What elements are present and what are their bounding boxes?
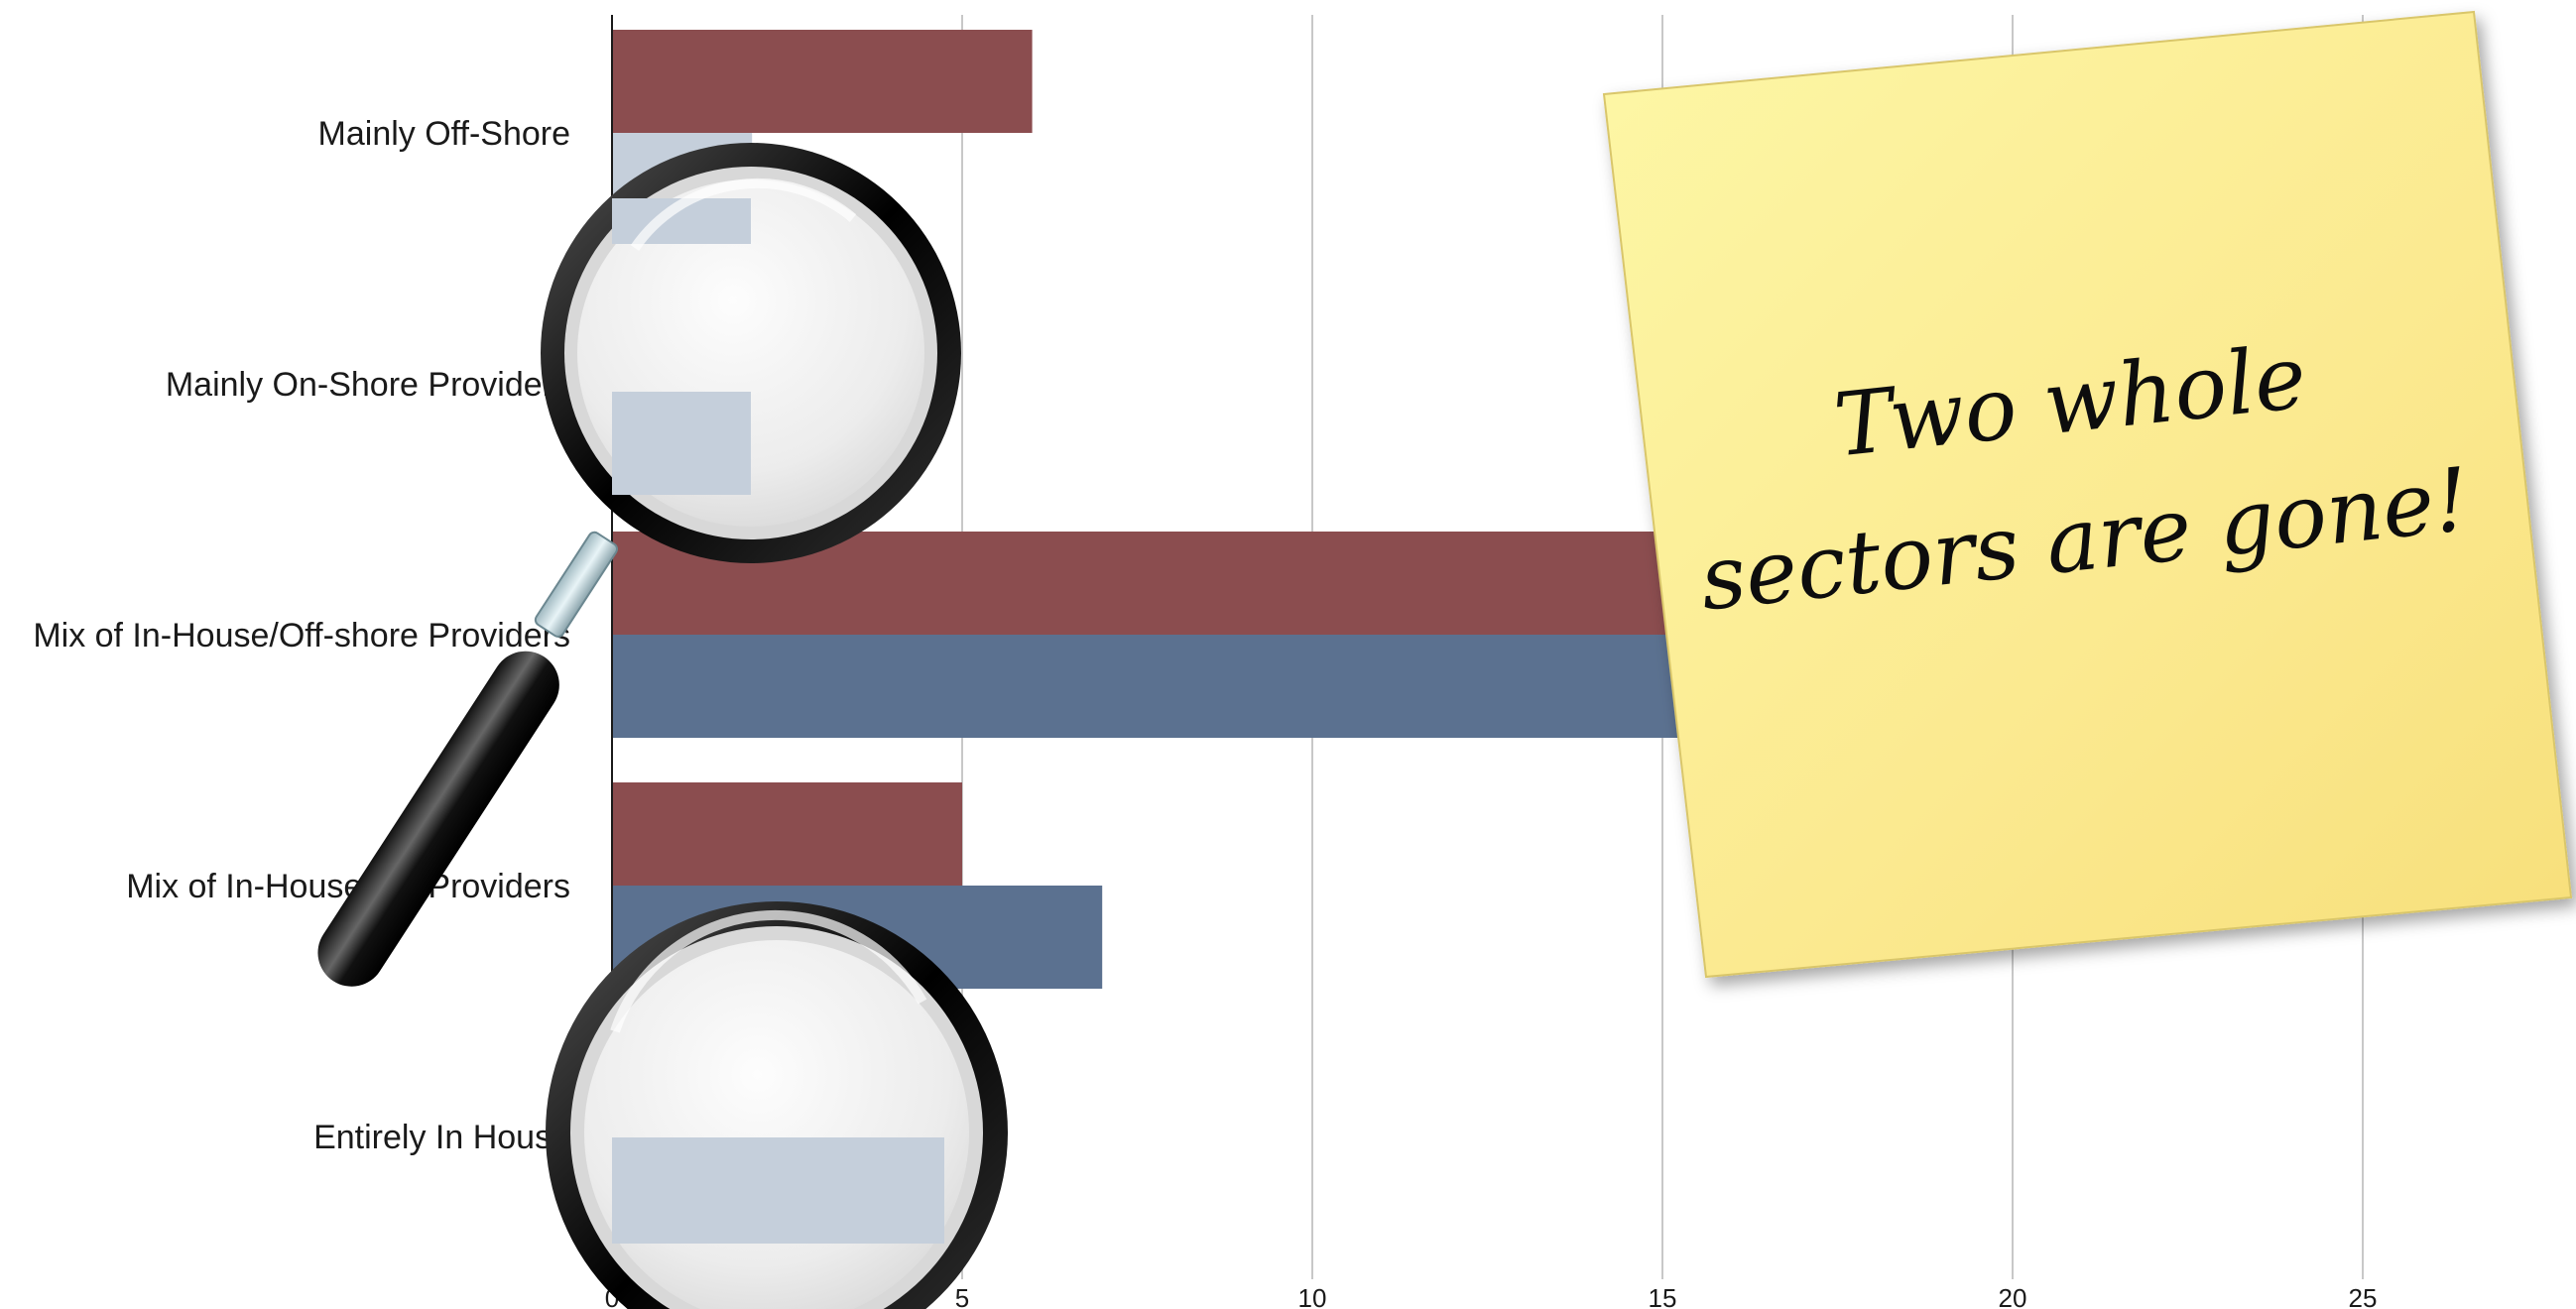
bar-series-1 <box>612 30 1033 133</box>
magnifier-handle <box>317 651 559 987</box>
category-label: Mainly Off-Shore <box>318 115 570 153</box>
x-tick-label: 20 <box>1999 1283 2027 1309</box>
bar-series-2 <box>612 635 1733 738</box>
x-tick-label: 15 <box>1649 1283 1677 1309</box>
category-label: Entirely In House <box>313 1119 570 1156</box>
sticky-note: Two whole sectors are gone! <box>1602 10 2573 979</box>
category-label: Mix of In-House/Off-shore Providers <box>33 617 570 654</box>
sticky-note-paper <box>1602 10 2573 979</box>
magnified-bar-in-house <box>612 1137 944 1244</box>
category-labels: Mainly Off-Shore Mainly On-Shore Provider… <box>33 115 570 1156</box>
magnifier-lens-2 <box>584 940 969 1309</box>
magnified-bar-on-shore <box>612 392 751 495</box>
x-tick-label: 5 <box>955 1283 969 1309</box>
magnifier-neck <box>534 531 619 638</box>
bar-series-1 <box>612 782 962 886</box>
magnifying-glass-lens-icon <box>546 901 1008 1309</box>
x-tick-label: 25 <box>2349 1283 2378 1309</box>
x-tick-label: 10 <box>1298 1283 1327 1309</box>
category-label: Mainly On-Shore Providers <box>166 366 570 404</box>
magnifying-glass-icon <box>317 143 961 987</box>
